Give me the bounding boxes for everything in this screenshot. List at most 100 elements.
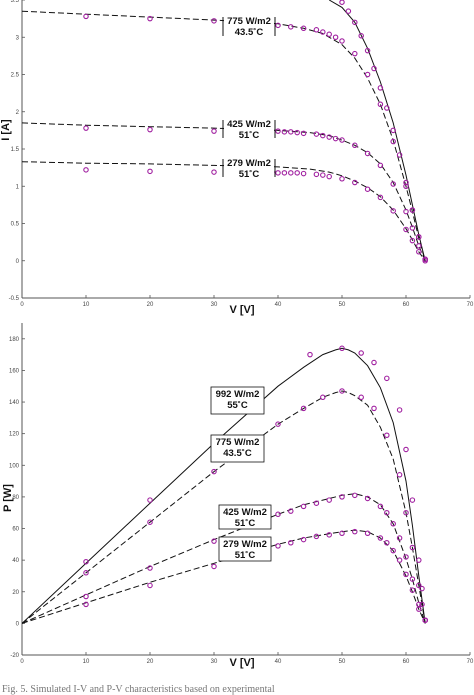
data-point	[300, 405, 307, 412]
solid-curve	[328, 0, 426, 261]
annotation-label: 51˚C	[235, 550, 256, 561]
data-point	[83, 593, 89, 600]
data-point	[396, 152, 403, 158]
x-axis-title: V [V]	[229, 657, 254, 669]
data-point	[409, 544, 416, 551]
data-point	[416, 582, 422, 589]
y-tick-label: 1	[16, 184, 20, 190]
data-point	[147, 519, 153, 525]
data-point	[384, 375, 390, 382]
annotation-label: 51˚C	[239, 169, 260, 180]
annotation-frame	[218, 536, 272, 562]
dashed-curve	[22, 122, 426, 261]
data-point	[358, 394, 364, 401]
data-point	[409, 225, 416, 231]
solid-curve	[22, 347, 426, 624]
data-point	[147, 126, 153, 133]
annotation-label: 992 W/m2	[216, 389, 260, 400]
data-point	[364, 186, 371, 192]
data-point	[390, 521, 396, 527]
data-point	[320, 172, 326, 178]
data-point	[419, 585, 425, 592]
annotation-bg	[224, 156, 274, 180]
data-point	[396, 535, 403, 541]
data-point	[409, 207, 416, 213]
data-point	[294, 170, 300, 176]
dashed-curve	[22, 161, 426, 262]
x-tick-label: 0	[20, 659, 24, 665]
y-tick-label: 100	[9, 463, 20, 469]
data-point	[403, 509, 409, 516]
data-point	[364, 530, 371, 537]
y-tick-label: 2.5	[11, 73, 20, 79]
data-point	[313, 500, 320, 506]
chart-1: 0 10 20 30 40 50 60 70-0.500.511.522.533.5V [V]…	[0, 0, 474, 316]
data-point	[83, 167, 89, 173]
data-point	[403, 179, 409, 186]
data-point	[294, 129, 300, 136]
data-point	[147, 497, 153, 503]
data-point	[83, 558, 89, 565]
x-tick-label: 40	[275, 302, 282, 308]
data-point	[377, 85, 384, 91]
y-tick-label: 180	[9, 337, 20, 343]
data-point	[377, 101, 384, 108]
data-point	[403, 554, 409, 560]
data-point	[377, 194, 384, 201]
data-point	[307, 351, 313, 358]
data-point	[275, 543, 281, 549]
annotation-frame	[210, 386, 265, 415]
x-tick-label: 50	[339, 659, 346, 665]
data-point	[416, 557, 422, 563]
data-point	[416, 249, 422, 255]
x-tick-label: 40	[275, 659, 282, 665]
annotation-label: 43.5˚C	[235, 27, 264, 38]
data-point	[320, 132, 326, 139]
data-point	[419, 601, 425, 608]
data-point	[416, 606, 422, 612]
plot-area	[22, 345, 428, 624]
data-point	[300, 130, 307, 137]
annotation-label: 51˚C	[239, 130, 260, 141]
data-point	[364, 47, 371, 54]
data-point	[275, 128, 281, 134]
data-point	[403, 226, 409, 233]
data-point	[320, 394, 326, 401]
annotation-label: 279 W/m2	[223, 539, 267, 550]
x-tick-label: 20	[147, 302, 154, 308]
data-point	[275, 170, 281, 176]
data-point	[288, 129, 294, 135]
data-point	[352, 528, 358, 535]
y-tick-label: 3	[16, 35, 20, 41]
data-point	[371, 65, 377, 72]
annotation-label: 51˚C	[235, 518, 256, 529]
data-point	[300, 536, 307, 543]
data-point	[409, 497, 416, 503]
data-point	[403, 446, 409, 453]
data-point	[326, 31, 332, 38]
data-point	[147, 15, 153, 22]
data-point	[313, 171, 320, 178]
data-point	[377, 162, 384, 169]
data-point	[211, 563, 217, 570]
data-point	[332, 34, 339, 40]
data-point	[416, 234, 422, 240]
x-tick-label: 0	[20, 302, 24, 308]
dashed-curve	[22, 529, 426, 624]
data-point	[326, 173, 332, 180]
y-axis-title: P [W]	[2, 484, 14, 512]
annotation-bg	[224, 117, 274, 141]
data-point	[147, 565, 153, 571]
chart-2: 0 10 20 30 40 50 60 70-200204060801001201401601…	[2, 323, 474, 669]
data-point	[288, 170, 294, 176]
data-point	[211, 169, 217, 175]
data-point	[384, 540, 390, 546]
data-point	[422, 256, 428, 263]
annotation-label: 55˚C	[227, 400, 248, 411]
data-point	[384, 105, 390, 111]
data-point	[300, 503, 307, 510]
annotation-label: 775 W/m2	[216, 437, 260, 448]
